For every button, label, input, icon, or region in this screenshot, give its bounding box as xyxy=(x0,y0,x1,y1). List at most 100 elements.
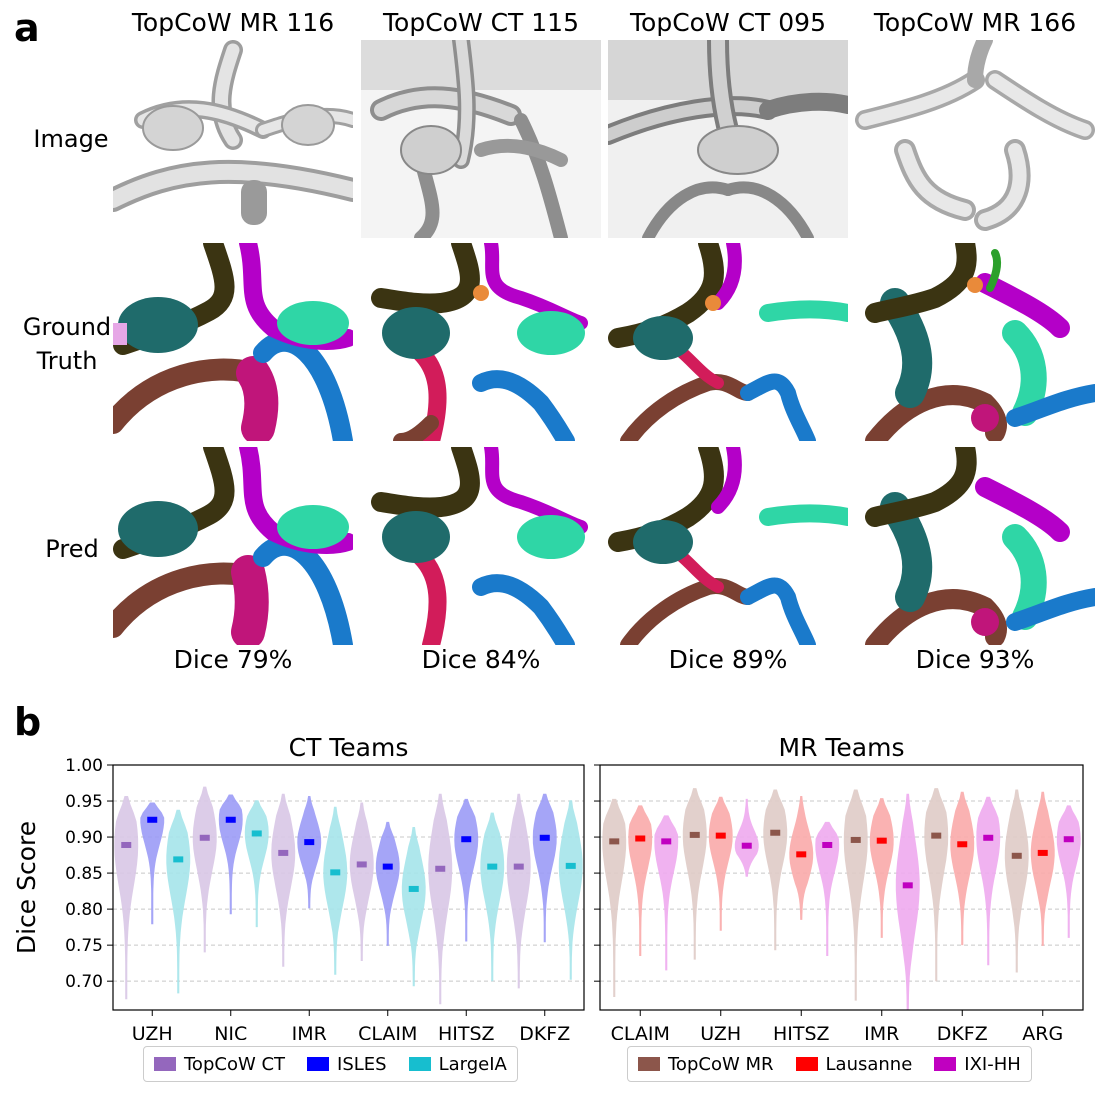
legend-item: ISLES xyxy=(307,1054,387,1075)
median-marker-topcow-mr-uzh xyxy=(689,831,700,838)
legend-label: ISLES xyxy=(337,1053,387,1075)
dice-score-label: Dice 93% xyxy=(915,645,1035,674)
median-marker-topcow-mr-hitsz xyxy=(770,829,781,836)
median-marker-isles-claim xyxy=(382,863,393,870)
violin-ixi-hh-uzh xyxy=(734,798,759,877)
legend-label: Lausanne xyxy=(825,1053,913,1075)
median-marker-largeia-hitsz xyxy=(487,863,498,870)
violin-topcow-ct-nic xyxy=(192,786,217,953)
violin-largeia-imr xyxy=(323,806,348,975)
y-tick-label: 0.80 xyxy=(65,900,103,920)
violin-lausanne-claim xyxy=(628,805,653,956)
median-marker-ixi-hh-dkfz xyxy=(983,834,994,841)
violin-topcow-mr-uzh xyxy=(682,788,707,960)
median-marker-isles-hitsz xyxy=(461,836,472,843)
x-tick-label: DKFZ xyxy=(519,1023,570,1040)
violin-ixi-hh-imr xyxy=(895,793,920,1010)
row-label-pred: Pred xyxy=(45,535,99,563)
median-marker-lausanne-dkfz xyxy=(957,841,968,848)
violin-chart-area: CT Teams 1.00 0.95 0.90 0.85 0.80 0.75 0.70 UZH N… xyxy=(12,733,1084,1040)
violin-topcow-mr-imr xyxy=(843,789,868,1001)
violin-isles-uzh xyxy=(140,802,165,925)
median-marker-isles-imr xyxy=(304,839,315,846)
chart-title: CT Teams xyxy=(289,733,409,762)
median-marker-lausanne-uzh xyxy=(715,832,726,839)
legend-label: TopCoW CT xyxy=(184,1053,286,1075)
row-label-image: Image xyxy=(33,125,109,153)
legend-swatch xyxy=(408,1057,431,1071)
violin-topcow-mr-hitsz xyxy=(763,789,788,951)
dice-score-label: Dice 84% xyxy=(421,645,541,674)
violin-lausanne-arg xyxy=(1030,791,1055,946)
x-tick-label: HITSZ xyxy=(438,1023,495,1040)
violin-isles-hitsz xyxy=(454,798,479,942)
y-tick-label: 0.70 xyxy=(65,972,103,992)
violin-ixi-hh-arg xyxy=(1056,805,1081,938)
median-marker-isles-uzh xyxy=(147,816,158,823)
violin-lausanne-hitsz xyxy=(789,796,814,920)
median-marker-largeia-claim xyxy=(408,885,419,892)
median-marker-ixi-hh-hitsz xyxy=(822,841,833,848)
median-marker-topcow-ct-hitsz xyxy=(435,865,446,872)
violin-largeia-nic xyxy=(244,800,269,928)
median-marker-ixi-hh-claim xyxy=(661,838,672,845)
median-marker-topcow-ct-imr xyxy=(278,849,289,856)
x-tick-label: NIC xyxy=(214,1023,247,1040)
median-marker-lausanne-imr xyxy=(876,837,887,844)
violin-topcow-ct-hitsz xyxy=(428,793,453,1005)
legend-item: LargeIA xyxy=(408,1053,507,1075)
plot-frame xyxy=(112,764,585,1011)
legend-item: IXI-HH xyxy=(934,1054,1021,1075)
median-marker-topcow-ct-nic xyxy=(199,834,210,841)
column-title: TopCoW CT 115 xyxy=(383,8,579,37)
legend-swatch xyxy=(307,1057,330,1071)
median-marker-ixi-hh-uzh xyxy=(741,842,752,849)
median-marker-topcow-mr-imr xyxy=(850,836,861,843)
column-title: TopCoW MR 166 xyxy=(873,8,1077,37)
median-marker-ixi-hh-imr xyxy=(902,882,913,889)
median-marker-lausanne-arg xyxy=(1037,849,1048,856)
column-title: TopCoW CT 095 xyxy=(630,8,826,37)
violin-lausanne-dkfz xyxy=(950,791,975,946)
median-marker-largeia-uzh xyxy=(173,856,184,863)
gt-segmentation-mr166 xyxy=(855,243,1095,441)
median-marker-topcow-mr-claim xyxy=(609,838,620,845)
violin-topcow-ct-uzh xyxy=(114,796,139,1000)
pred-segmentation-ct095 xyxy=(608,447,848,645)
vessel-image-ct115 xyxy=(361,40,601,238)
median-marker-ixi-hh-arg xyxy=(1063,836,1074,843)
violin-isles-imr xyxy=(297,796,322,909)
median-marker-topcow-ct-uzh xyxy=(121,841,132,848)
violin-topcow-mr-claim xyxy=(602,798,627,997)
x-tick-label: IMR xyxy=(864,1023,899,1040)
x-tick-label: ARG xyxy=(1022,1023,1063,1040)
violin-ixi-hh-dkfz xyxy=(976,796,1001,966)
violin-topcow-ct-imr xyxy=(271,793,296,967)
legend-label: TopCoW MR xyxy=(668,1053,774,1075)
violin-isles-nic xyxy=(218,794,243,915)
plot-frame xyxy=(599,764,1084,1011)
violin-isles-dkfz xyxy=(532,793,557,943)
row-label-truth: Truth xyxy=(36,347,98,375)
violin-topcow-ct-claim xyxy=(349,802,374,961)
median-marker-isles-dkfz xyxy=(539,834,550,841)
vessel-image-mr116 xyxy=(113,40,353,238)
y-tick-label: 0.90 xyxy=(65,828,103,848)
vessel-image-ct095 xyxy=(608,40,848,238)
gt-segmentation-ct095 xyxy=(608,243,848,441)
row-label-ground: Ground xyxy=(22,313,112,341)
violin-topcow-ct-dkfz xyxy=(506,793,531,989)
legend-ct: TopCoW CT ISLES LargeIA xyxy=(143,1046,518,1082)
median-marker-topcow-mr-arg xyxy=(1011,852,1022,859)
x-tick-label: UZH xyxy=(700,1023,741,1040)
legend-label: LargeIA xyxy=(438,1053,507,1075)
y-tick-label: 1.00 xyxy=(65,756,103,776)
y-axis-label: Dice Score xyxy=(12,821,41,954)
x-tick-label: UZH xyxy=(132,1023,173,1040)
pred-segmentation-mr116 xyxy=(113,447,353,645)
legend-swatch xyxy=(638,1057,660,1071)
pred-segmentation-ct115 xyxy=(361,447,601,645)
dice-score-label: Dice 79% xyxy=(173,645,293,674)
y-tick-label: 0.85 xyxy=(65,864,103,884)
median-marker-lausanne-claim xyxy=(635,835,646,842)
